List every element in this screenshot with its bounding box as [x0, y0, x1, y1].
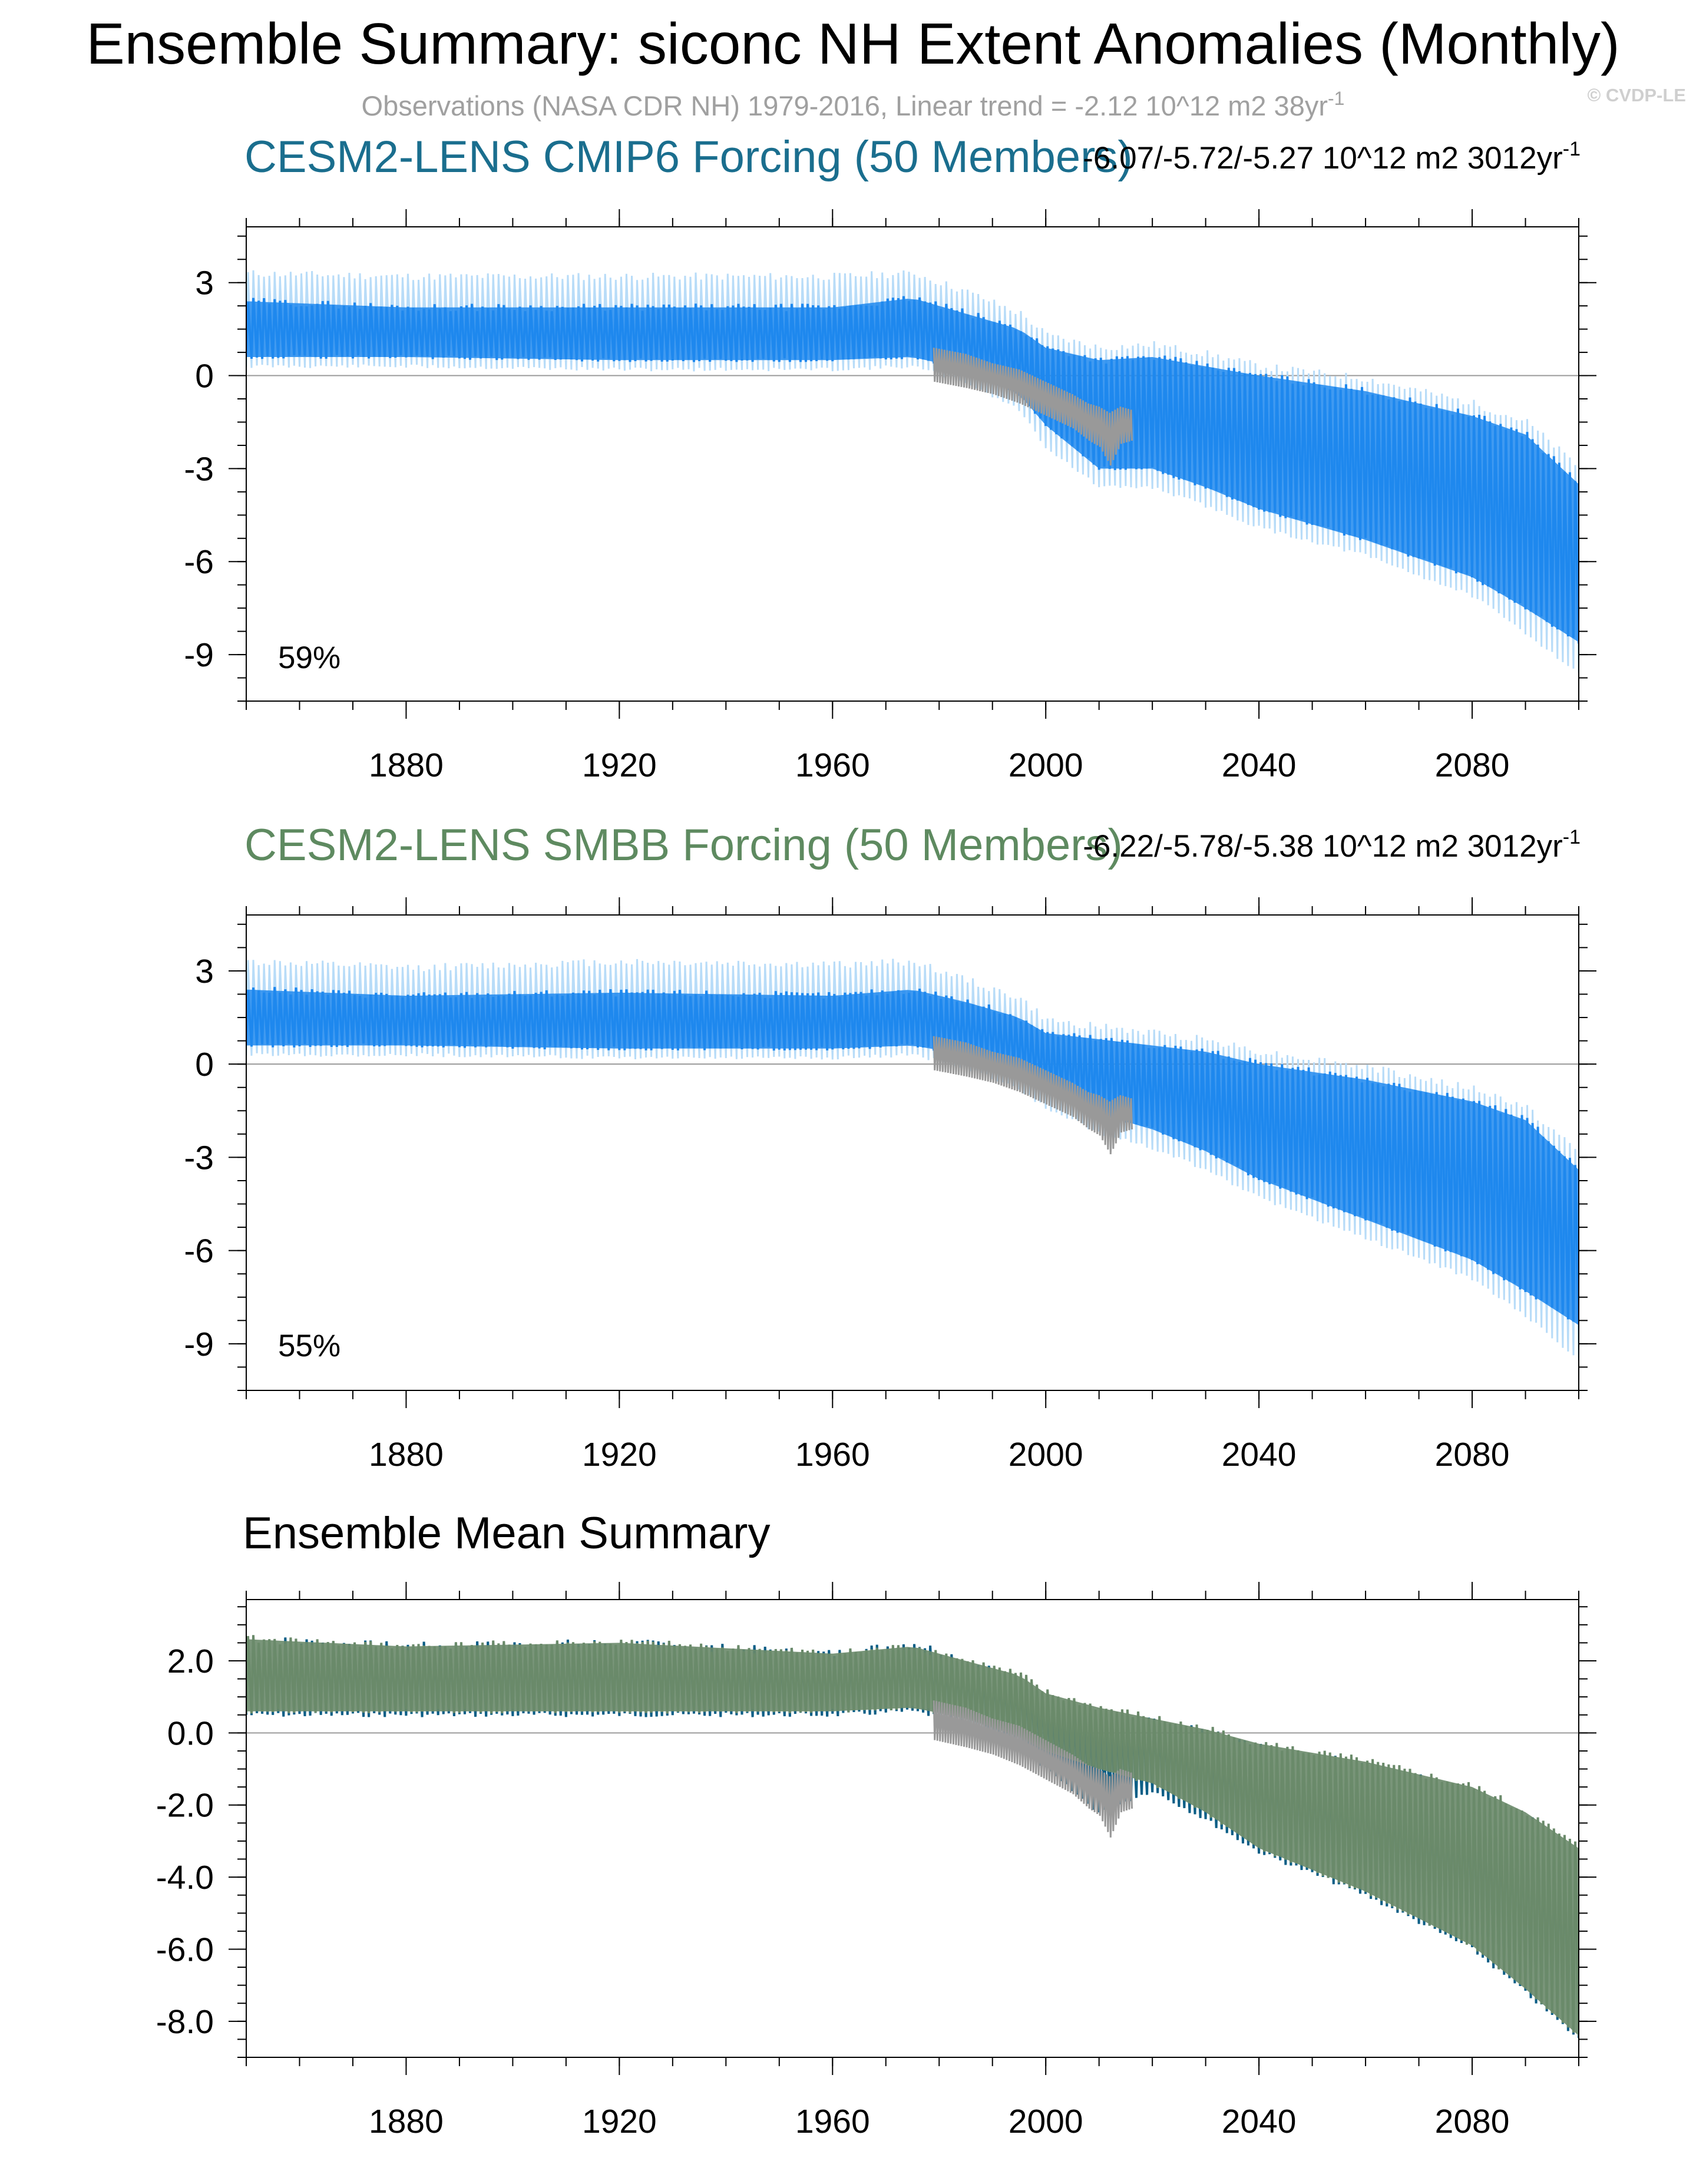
panel-ensemble-mean: Ensemble Mean Summary 2.0 0.0 -2.0 -4.0 -6.0…: [156, 1508, 1596, 2140]
plot-area: 3 0 -3 -6 -9 1880 1920 1960 2000 2040 2080: [184, 897, 1596, 1473]
x-tick-label: 2000: [1009, 746, 1083, 784]
y-tick-label: -9: [184, 1326, 214, 1363]
x-tick-label: 1960: [795, 2103, 870, 2140]
y-tick-label: -8.0: [156, 2003, 214, 2041]
smbb-mean-line: [246, 1635, 1579, 2036]
x-tick-label: 2080: [1435, 2103, 1510, 2140]
y-tick-label: -6: [184, 1233, 214, 1270]
x-tick-label: 2080: [1435, 1436, 1510, 1473]
panel-cmip6: CESM2-LENS CMIP6 Forcing (50 Members) -6…: [184, 132, 1596, 784]
y-tick-label: 0: [195, 1046, 214, 1083]
observations-line: [933, 1036, 1133, 1155]
plot-data-layer: [246, 270, 1579, 673]
x-tick-label: 1880: [369, 746, 444, 784]
x-tick-label: 1960: [795, 746, 870, 784]
panel-title: CESM2-LENS CMIP6 Forcing (50 Members): [244, 132, 1133, 182]
panel-title: CESM2-LENS SMBB Forcing (50 Members): [244, 820, 1123, 870]
observations-line: [933, 348, 1133, 466]
plot-area: 2.0 0.0 -2.0 -4.0 -6.0 -8.0 1880 1920 1960 2000 20…: [156, 1582, 1596, 2140]
figure-subtitle: Observations (NASA CDR NH) 1979-2016, Li…: [362, 88, 1345, 121]
x-tick-label: 1920: [582, 746, 657, 784]
plot-frame: [246, 226, 1579, 702]
member-spread-band: [246, 987, 1579, 1324]
plot-area: 3 0 -3 -6 -9 1880 1920 1960 2000 2040 2080: [184, 209, 1596, 784]
x-tick-label: 1880: [369, 2103, 444, 2140]
x-tick-label: 2000: [1009, 2103, 1083, 2140]
member-spread-band: [246, 296, 1579, 644]
credit-label: © CVDP-LE: [1587, 85, 1686, 105]
y-tick-label: 0: [195, 358, 214, 395]
observations-line: [933, 1700, 1133, 1838]
y-tick-label: -3: [184, 1139, 214, 1177]
trend-label: -6.22/-5.78/-5.38 10^12 m2 3012yr-1: [1083, 826, 1581, 864]
plot-frame: [246, 1599, 1579, 2058]
y-tick-label: -2.0: [156, 1787, 214, 1825]
y-tick-label: 3: [195, 953, 214, 990]
y-tick-label: 0.0: [167, 1714, 214, 1752]
plot-data-layer: [246, 959, 1579, 1360]
panel-title: Ensemble Mean Summary: [243, 1508, 770, 1558]
x-tick-label: 2000: [1009, 1436, 1083, 1473]
x-tick-label: 2040: [1222, 746, 1297, 784]
y-tick-label: -4.0: [156, 1859, 214, 1896]
y-tick-label: -6.0: [156, 1931, 214, 1968]
x-tick-label: 1920: [582, 1436, 657, 1473]
y-tick-label: 2.0: [167, 1643, 214, 1680]
x-tick-label: 2080: [1435, 746, 1510, 784]
x-tick-label: 1880: [369, 1436, 444, 1473]
x-tick-label: 1920: [582, 2103, 657, 2140]
x-tick-label: 2040: [1222, 1436, 1297, 1473]
y-tick-label: 3: [195, 265, 214, 302]
percent-label: 59%: [278, 640, 340, 675]
y-tick-label: -6: [184, 543, 214, 581]
plot-data-layer: [246, 1635, 1579, 2038]
y-tick-label: -9: [184, 636, 214, 674]
panel-smbb: CESM2-LENS SMBB Forcing (50 Members) -6.…: [184, 820, 1596, 1473]
trend-label: -6.07/-5.72/-5.27 10^12 m2 3012yr-1: [1083, 138, 1581, 176]
percent-label: 55%: [278, 1329, 340, 1363]
x-tick-label: 1960: [795, 1436, 870, 1473]
x-tick-label: 2040: [1222, 2103, 1297, 2140]
y-tick-label: -3: [184, 450, 214, 488]
plot-frame: [246, 914, 1579, 1391]
figure-title: Ensemble Summary: siconc NH Extent Anoma…: [86, 11, 1619, 76]
